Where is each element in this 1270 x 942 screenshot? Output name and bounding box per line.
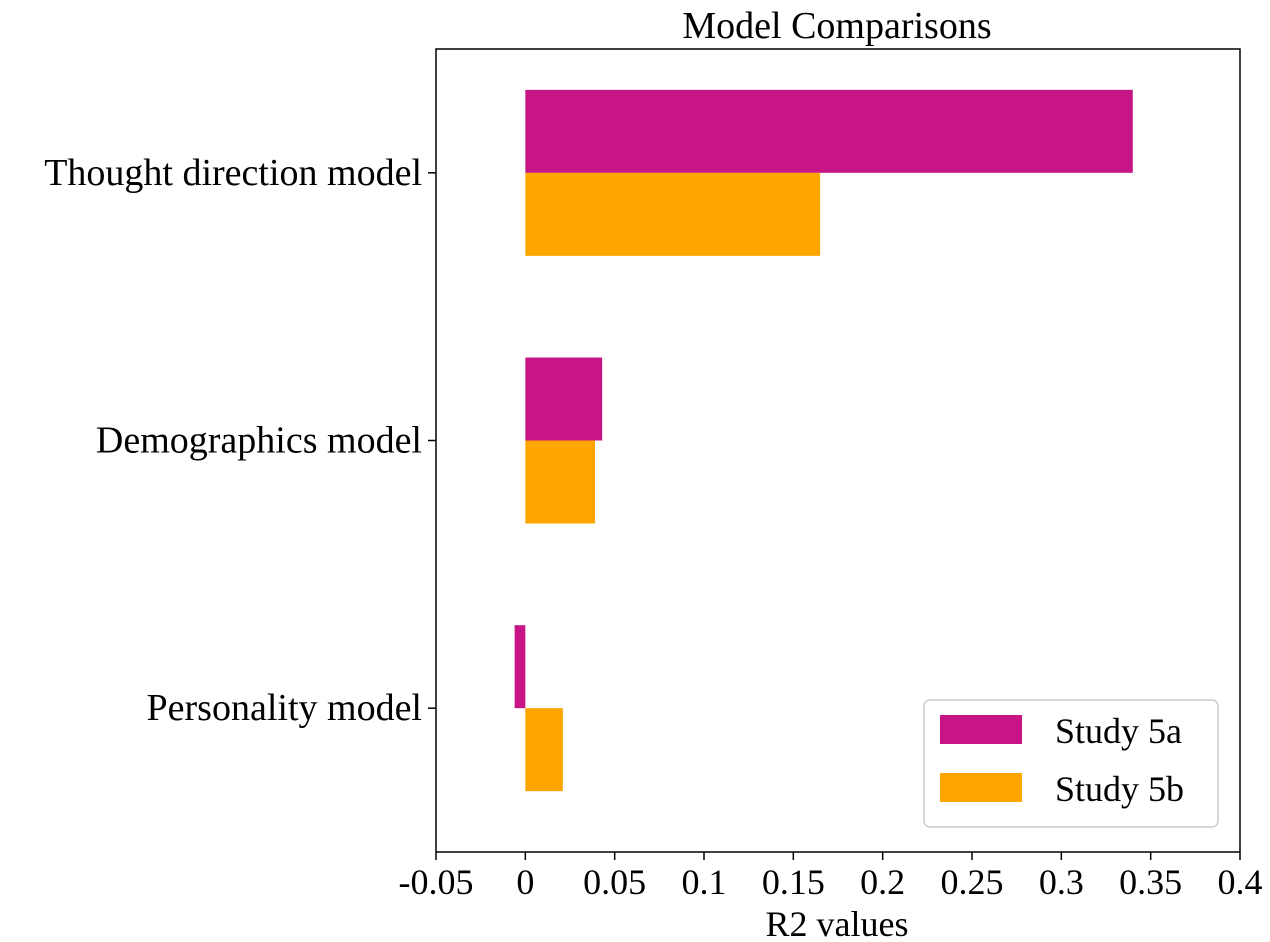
y-tick-label-thought-direction-model: Thought direction model (44, 152, 422, 194)
x-tick-label: 0.3 (1039, 862, 1084, 902)
x-tick-label: 0.35 (1119, 862, 1182, 902)
chart-title: Model Comparisons (682, 5, 991, 47)
x-tick-label: 0.1 (682, 862, 727, 902)
bar-study-5a-personality-model (514, 625, 526, 709)
y-axis: Thought direction model Demographics mode… (44, 152, 436, 729)
x-tick-label: -0.05 (399, 862, 474, 902)
y-tick-label-demographics-model: Demographics model (96, 420, 422, 462)
x-tick-label: 0.15 (762, 862, 825, 902)
legend: Study 5a Study 5b (923, 699, 1219, 828)
x-tick-label: 0.25 (941, 862, 1004, 902)
legend-swatch-study-5b (940, 773, 1022, 802)
legend-label-study-5a: Study 5a (1055, 711, 1182, 751)
x-tick-label: 0 (516, 862, 534, 902)
x-axis-label: R2 values (766, 904, 909, 942)
x-tick-label: 0.2 (860, 862, 905, 902)
bar-study-5b-demographics-model (525, 440, 596, 524)
bars-group (514, 89, 1133, 792)
y-tick-label-personality-model: Personality model (147, 687, 422, 729)
x-tick-label: 0.05 (583, 862, 646, 902)
legend-swatch-study-5a (940, 715, 1022, 744)
bar-study-5b-personality-model (525, 708, 563, 792)
legend-label-study-5b: Study 5b (1055, 769, 1184, 809)
x-tick-label: 0.4 (1218, 862, 1263, 902)
bar-study-5a-thought-direction-model (525, 89, 1133, 173)
plot-frame (435, 48, 1241, 853)
x-axis: -0.05 0 0.05 0.1 0.15 0.2 0.25 0.3 0.35 0.4 (399, 852, 1263, 902)
bar-study-5b-thought-direction-model (525, 172, 821, 256)
bar-study-5a-demographics-model (525, 357, 603, 441)
